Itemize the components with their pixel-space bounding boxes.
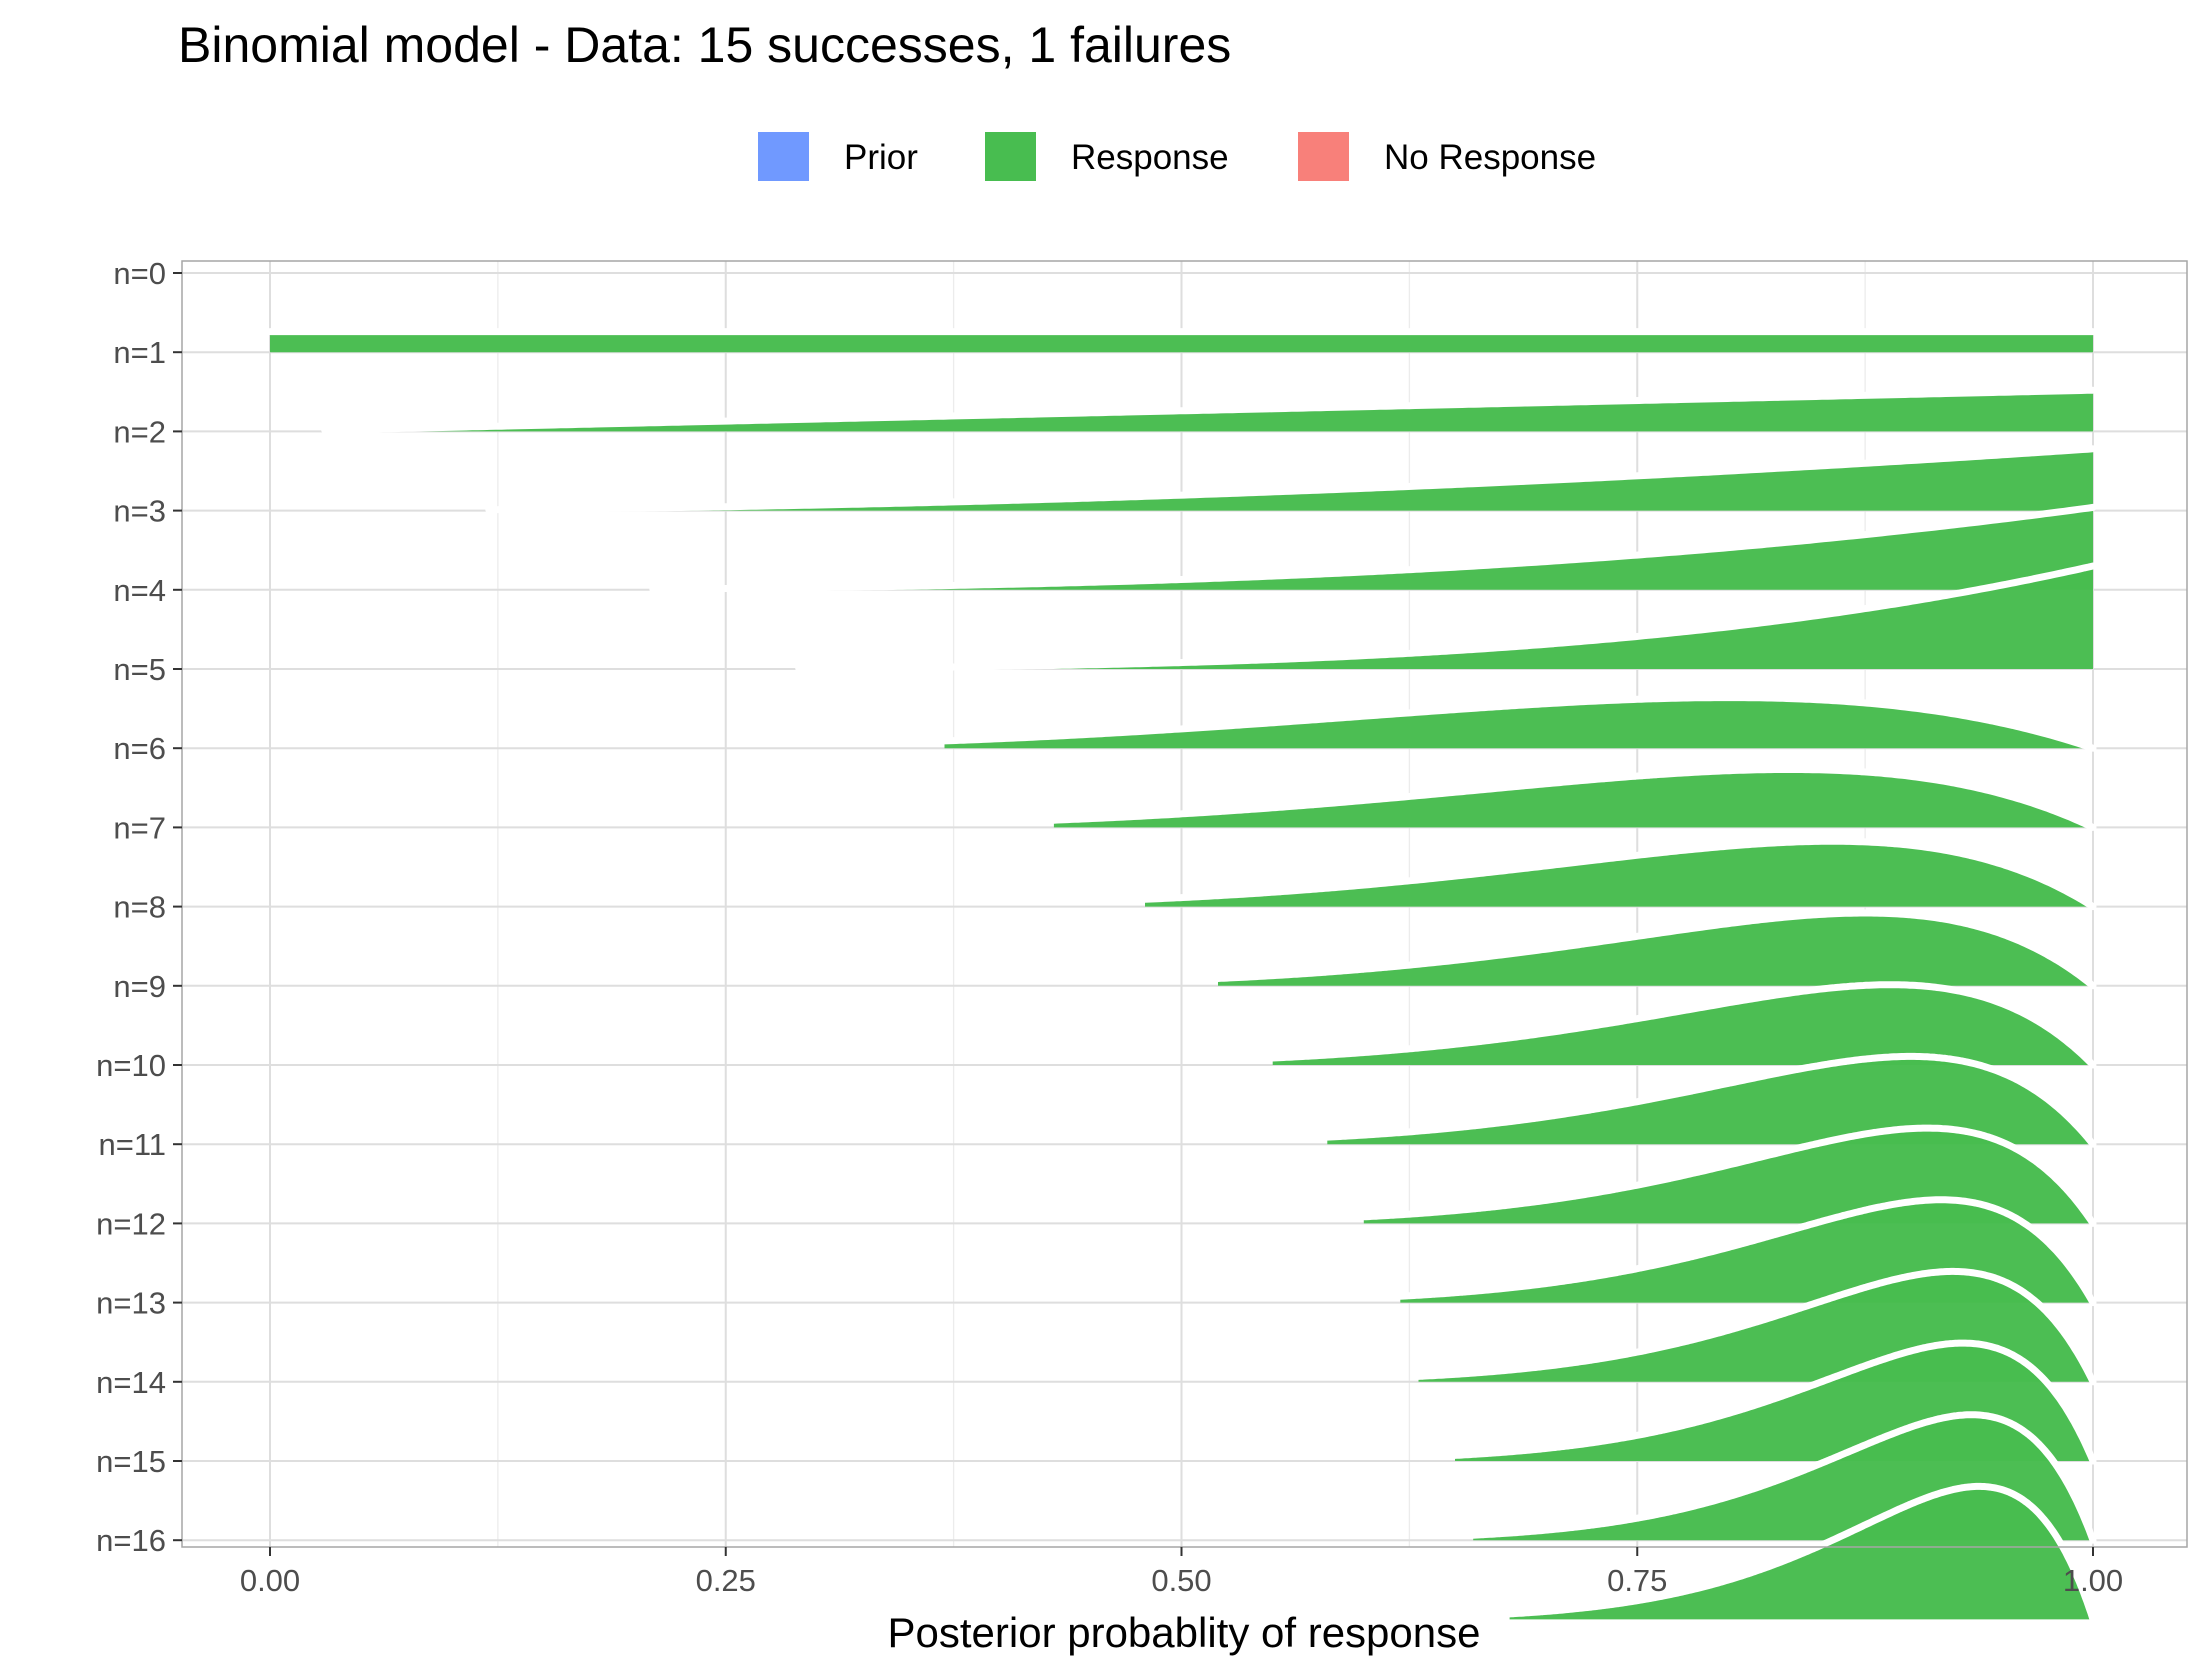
ridge-fill-n-3 bbox=[652, 507, 2093, 590]
ridge-outline-n-9 bbox=[1269, 981, 2097, 1069]
y-tick-label: n=6 bbox=[113, 731, 166, 766]
y-tick-label: n=1 bbox=[113, 335, 166, 370]
ridge-outline-n-4 bbox=[795, 562, 2097, 672]
y-tick-label: n=12 bbox=[96, 1206, 166, 1241]
y-tick-label: n=9 bbox=[113, 969, 166, 1004]
ridge-outline-n-15 bbox=[1469, 1411, 2097, 1544]
y-tick-label: n=0 bbox=[113, 256, 166, 291]
legend-label-prior: Prior bbox=[844, 138, 918, 177]
ridge-fill-n-0 bbox=[270, 331, 2093, 353]
ridge-fill-n-2 bbox=[488, 448, 2093, 511]
y-tick-label: n=15 bbox=[96, 1444, 166, 1479]
ridge-layer bbox=[266, 328, 2097, 1623]
ridge-outline-n-3 bbox=[649, 503, 2097, 593]
ridge-outline-n-5 bbox=[941, 694, 2097, 752]
x-tick-label: 0.75 bbox=[1607, 1563, 1667, 1598]
x-tick-label: 0.50 bbox=[1151, 1563, 1211, 1598]
x-tick-label: 1.00 bbox=[2063, 1563, 2123, 1598]
y-tick-label: n=2 bbox=[113, 414, 166, 449]
y-tick-label: n=4 bbox=[113, 573, 166, 608]
ridge-outline-n-14 bbox=[1451, 1339, 2097, 1465]
y-axis: n=0 n=1 n=2 n=3 n=4 n=5 n=6 n=7 n=8 n=9 n=10 n=11 n=… bbox=[96, 256, 182, 1558]
ridge-outline-n-7 bbox=[1141, 837, 2097, 911]
x-axis-title: Posterior probablity of response bbox=[888, 1609, 1481, 1656]
y-tick-label: n=5 bbox=[113, 652, 166, 687]
ridge-fill-n-6 bbox=[1053, 769, 2093, 828]
ridge-outline-n-2 bbox=[485, 445, 2097, 514]
chart-title: Binomial model - Data: 15 successes, 1 f… bbox=[178, 17, 1231, 73]
ridge-outline-n-13 bbox=[1415, 1267, 2097, 1386]
y-tick-label: n=16 bbox=[96, 1523, 166, 1558]
legend: Prior Response No Response bbox=[758, 132, 1596, 181]
ridge-outline-n-12 bbox=[1396, 1196, 2097, 1307]
ridge-outline-n-6 bbox=[1050, 766, 2097, 831]
y-tick-label: n=13 bbox=[96, 1286, 166, 1321]
y-tick-label: n=14 bbox=[96, 1365, 166, 1400]
x-tick-label: 0.25 bbox=[696, 1563, 756, 1598]
y-tick-label: n=11 bbox=[98, 1127, 166, 1162]
y-tick-label: n=10 bbox=[96, 1048, 166, 1083]
ridge-fill-n-8 bbox=[1218, 913, 2093, 986]
y-tick-label: n=7 bbox=[113, 810, 166, 845]
ridge-fill-n-7 bbox=[1145, 841, 2093, 907]
legend-key-no-response bbox=[1298, 132, 1349, 181]
y-tick-label: n=8 bbox=[113, 890, 166, 925]
legend-label-no-response: No Response bbox=[1384, 138, 1596, 177]
x-tick-label: 0.00 bbox=[240, 1563, 300, 1598]
ridge-outline-n-1 bbox=[321, 386, 2097, 434]
ridge-fill-n-16 bbox=[1509, 1486, 2093, 1620]
legend-key-response bbox=[985, 132, 1036, 181]
ridge-outline-n-10 bbox=[1323, 1052, 2097, 1148]
plot-border bbox=[181, 260, 2188, 1548]
ridge-fill-n-4 bbox=[798, 566, 2094, 669]
legend-label-response: Response bbox=[1071, 138, 1229, 177]
ridge-fill-n-5 bbox=[944, 697, 2093, 749]
ridge-outline-n-16 bbox=[1506, 1482, 2097, 1623]
ridge-outline-n-8 bbox=[1214, 909, 2097, 990]
x-axis: 0.00 0.25 0.50 0.75 1.00 bbox=[240, 1547, 2123, 1598]
legend-key-prior bbox=[758, 132, 809, 181]
y-tick-label: n=3 bbox=[113, 494, 166, 529]
ridge-outline-n-11 bbox=[1360, 1124, 2097, 1227]
